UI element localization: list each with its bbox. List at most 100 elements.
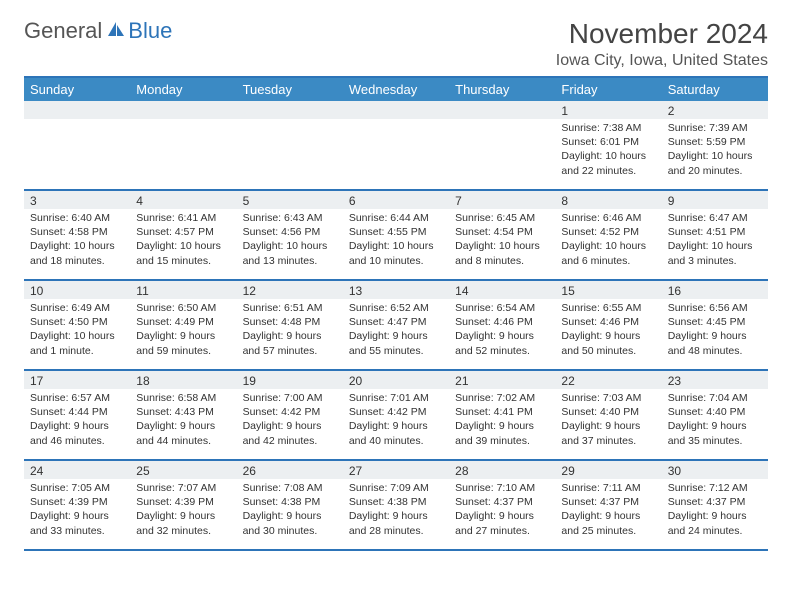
day-sunrise: Sunrise: 7:05 AM	[30, 481, 124, 495]
day-day1: Daylight: 9 hours	[668, 419, 762, 433]
day-day2: and 20 minutes.	[668, 164, 762, 178]
location: Iowa City, Iowa, United States	[556, 52, 768, 70]
calendar: SundayMondayTuesdayWednesdayThursdayFrid…	[24, 76, 768, 551]
day-sunrise: Sunrise: 7:09 AM	[349, 481, 443, 495]
day-sunrise: Sunrise: 7:08 AM	[243, 481, 337, 495]
day-body: Sunrise: 7:03 AMSunset: 4:40 PMDaylight:…	[555, 389, 661, 454]
day-cell: 13Sunrise: 6:52 AMSunset: 4:47 PMDayligh…	[343, 281, 449, 369]
day-body: Sunrise: 6:56 AMSunset: 4:45 PMDaylight:…	[662, 299, 768, 364]
day-day1: Daylight: 9 hours	[349, 509, 443, 523]
day-body: Sunrise: 6:47 AMSunset: 4:51 PMDaylight:…	[662, 209, 768, 274]
day-day2: and 48 minutes.	[668, 344, 762, 358]
day-sunset: Sunset: 4:44 PM	[30, 405, 124, 419]
day-day2: and 22 minutes.	[561, 164, 655, 178]
sail-icon	[106, 18, 126, 44]
day-sunset: Sunset: 4:55 PM	[349, 225, 443, 239]
day-day1: Daylight: 10 hours	[136, 239, 230, 253]
day-cell: 23Sunrise: 7:04 AMSunset: 4:40 PMDayligh…	[662, 371, 768, 459]
day-sunrise: Sunrise: 7:39 AM	[668, 121, 762, 135]
day-day1: Daylight: 9 hours	[561, 419, 655, 433]
day-sunset: Sunset: 4:49 PM	[136, 315, 230, 329]
day-day1: Daylight: 9 hours	[30, 509, 124, 523]
day-body: Sunrise: 7:08 AMSunset: 4:38 PMDaylight:…	[237, 479, 343, 544]
day-day1: Daylight: 9 hours	[561, 509, 655, 523]
day-cell-empty	[24, 101, 130, 189]
day-sunrise: Sunrise: 7:00 AM	[243, 391, 337, 405]
day-day1: Daylight: 10 hours	[243, 239, 337, 253]
day-cell: 2Sunrise: 7:39 AMSunset: 5:59 PMDaylight…	[662, 101, 768, 189]
day-sunrise: Sunrise: 6:51 AM	[243, 301, 337, 315]
day-number: 9	[662, 191, 768, 209]
day-body: Sunrise: 7:02 AMSunset: 4:41 PMDaylight:…	[449, 389, 555, 454]
day-day1: Daylight: 9 hours	[243, 329, 337, 343]
day-body: Sunrise: 6:40 AMSunset: 4:58 PMDaylight:…	[24, 209, 130, 274]
day-sunrise: Sunrise: 6:54 AM	[455, 301, 549, 315]
day-number: 25	[130, 461, 236, 479]
day-day2: and 42 minutes.	[243, 434, 337, 448]
day-body: Sunrise: 6:52 AMSunset: 4:47 PMDaylight:…	[343, 299, 449, 364]
day-sunset: Sunset: 4:46 PM	[561, 315, 655, 329]
logo-text-blue: Blue	[128, 18, 172, 44]
day-number: 26	[237, 461, 343, 479]
day-sunrise: Sunrise: 6:58 AM	[136, 391, 230, 405]
day-body: Sunrise: 6:46 AMSunset: 4:52 PMDaylight:…	[555, 209, 661, 274]
day-cell: 12Sunrise: 6:51 AMSunset: 4:48 PMDayligh…	[237, 281, 343, 369]
day-day1: Daylight: 10 hours	[30, 239, 124, 253]
day-body: Sunrise: 6:55 AMSunset: 4:46 PMDaylight:…	[555, 299, 661, 364]
day-sunset: Sunset: 4:42 PM	[349, 405, 443, 419]
day-sunset: Sunset: 4:47 PM	[349, 315, 443, 329]
week-row: 1Sunrise: 7:38 AMSunset: 6:01 PMDaylight…	[24, 101, 768, 191]
day-cell: 24Sunrise: 7:05 AMSunset: 4:39 PMDayligh…	[24, 461, 130, 549]
day-number: 19	[237, 371, 343, 389]
day-number: 29	[555, 461, 661, 479]
day-number: 14	[449, 281, 555, 299]
day-cell: 4Sunrise: 6:41 AMSunset: 4:57 PMDaylight…	[130, 191, 236, 279]
day-sunrise: Sunrise: 7:07 AM	[136, 481, 230, 495]
day-cell: 19Sunrise: 7:00 AMSunset: 4:42 PMDayligh…	[237, 371, 343, 459]
day-cell: 21Sunrise: 7:02 AMSunset: 4:41 PMDayligh…	[449, 371, 555, 459]
day-cell: 20Sunrise: 7:01 AMSunset: 4:42 PMDayligh…	[343, 371, 449, 459]
day-sunrise: Sunrise: 7:02 AM	[455, 391, 549, 405]
day-number: 10	[24, 281, 130, 299]
day-day1: Daylight: 9 hours	[668, 329, 762, 343]
day-sunrise: Sunrise: 7:38 AM	[561, 121, 655, 135]
day-day2: and 37 minutes.	[561, 434, 655, 448]
day-day1: Daylight: 9 hours	[136, 329, 230, 343]
day-sunset: Sunset: 4:51 PM	[668, 225, 762, 239]
day-number: 5	[237, 191, 343, 209]
day-sunrise: Sunrise: 6:55 AM	[561, 301, 655, 315]
day-body: Sunrise: 7:11 AMSunset: 4:37 PMDaylight:…	[555, 479, 661, 544]
day-cell: 11Sunrise: 6:50 AMSunset: 4:49 PMDayligh…	[130, 281, 236, 369]
day-sunset: Sunset: 4:58 PM	[30, 225, 124, 239]
weekday-thursday: Thursday	[449, 78, 555, 101]
day-number	[24, 101, 130, 119]
day-day2: and 6 minutes.	[561, 254, 655, 268]
day-number	[237, 101, 343, 119]
title-block: November 2024 Iowa City, Iowa, United St…	[556, 18, 768, 70]
day-number: 23	[662, 371, 768, 389]
day-body: Sunrise: 7:39 AMSunset: 5:59 PMDaylight:…	[662, 119, 768, 184]
day-sunset: Sunset: 4:42 PM	[243, 405, 337, 419]
day-day2: and 1 minute.	[30, 344, 124, 358]
day-cell: 17Sunrise: 6:57 AMSunset: 4:44 PMDayligh…	[24, 371, 130, 459]
week-row: 24Sunrise: 7:05 AMSunset: 4:39 PMDayligh…	[24, 461, 768, 551]
day-sunset: Sunset: 4:37 PM	[561, 495, 655, 509]
day-cell: 16Sunrise: 6:56 AMSunset: 4:45 PMDayligh…	[662, 281, 768, 369]
day-number: 2	[662, 101, 768, 119]
week-row: 17Sunrise: 6:57 AMSunset: 4:44 PMDayligh…	[24, 371, 768, 461]
day-cell: 29Sunrise: 7:11 AMSunset: 4:37 PMDayligh…	[555, 461, 661, 549]
day-day1: Daylight: 10 hours	[561, 149, 655, 163]
day-day2: and 10 minutes.	[349, 254, 443, 268]
day-sunrise: Sunrise: 6:56 AM	[668, 301, 762, 315]
day-sunrise: Sunrise: 6:40 AM	[30, 211, 124, 225]
day-number: 4	[130, 191, 236, 209]
day-sunrise: Sunrise: 6:45 AM	[455, 211, 549, 225]
day-cell: 7Sunrise: 6:45 AMSunset: 4:54 PMDaylight…	[449, 191, 555, 279]
weekday-sunday: Sunday	[24, 78, 130, 101]
day-sunset: Sunset: 4:45 PM	[668, 315, 762, 329]
day-number: 17	[24, 371, 130, 389]
day-cell: 15Sunrise: 6:55 AMSunset: 4:46 PMDayligh…	[555, 281, 661, 369]
day-body: Sunrise: 7:10 AMSunset: 4:37 PMDaylight:…	[449, 479, 555, 544]
day-cell: 28Sunrise: 7:10 AMSunset: 4:37 PMDayligh…	[449, 461, 555, 549]
day-sunset: Sunset: 4:52 PM	[561, 225, 655, 239]
